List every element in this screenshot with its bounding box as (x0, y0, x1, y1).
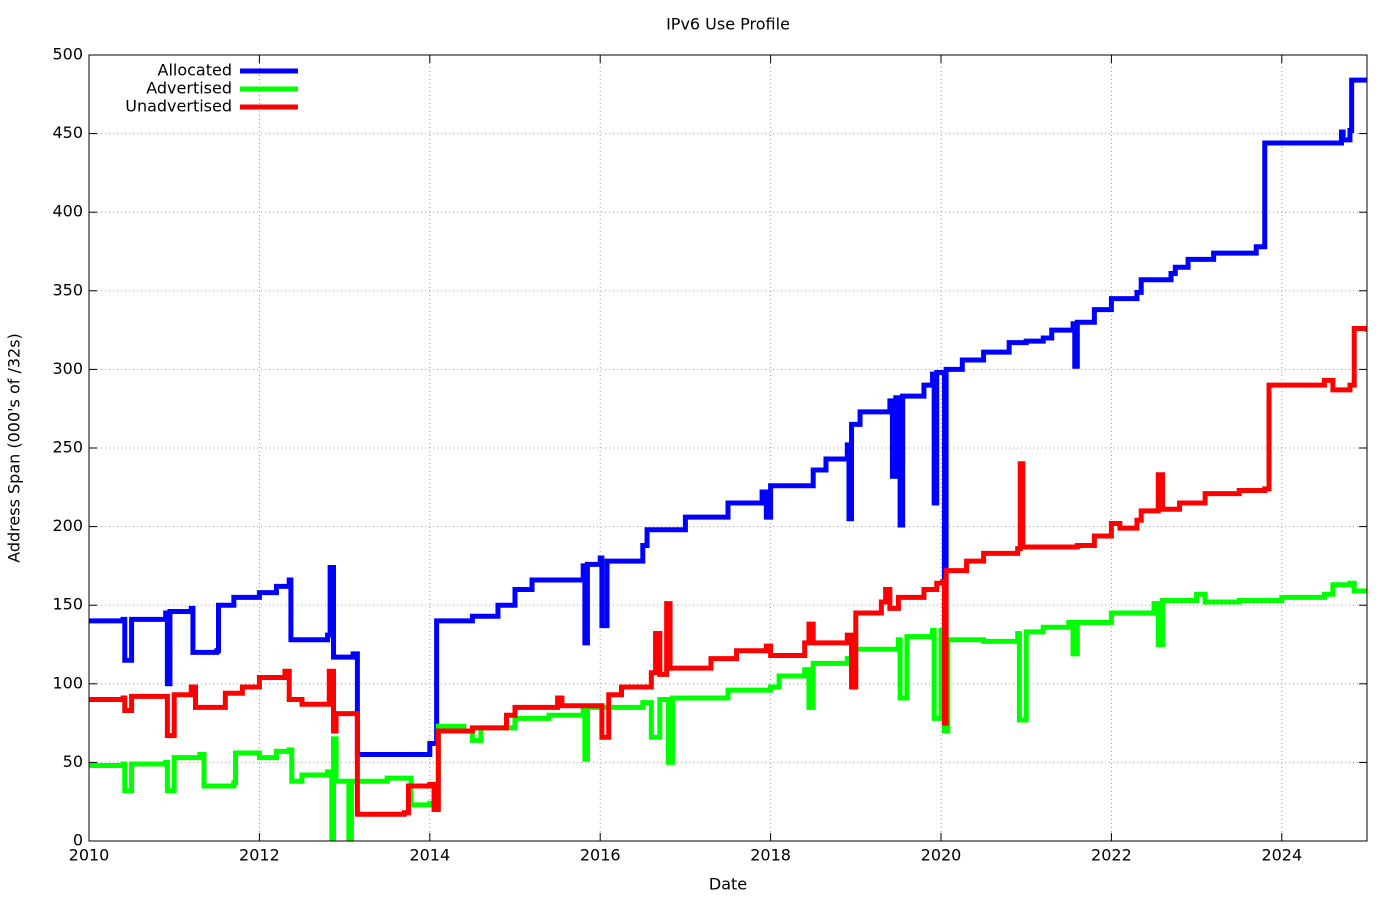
x-tick-label: 2022 (1091, 846, 1132, 865)
series-line (89, 326, 1367, 817)
y-tick-label: 500 (52, 45, 83, 64)
series-line (89, 77, 1367, 758)
series-line (89, 580, 1367, 841)
x-axis-label: Date (709, 875, 747, 894)
y-tick-label: 300 (52, 359, 83, 378)
y-tick-label: 200 (52, 516, 83, 535)
y-tick-label: 350 (52, 280, 83, 299)
plot-border (88, 54, 1368, 842)
x-tick-label: 2018 (750, 846, 791, 865)
y-tick-label: 450 (52, 123, 83, 142)
legend-label: Unadvertised (125, 97, 232, 116)
legend-label: Advertised (146, 79, 232, 98)
chart-title: IPv6 Use Profile (666, 15, 790, 34)
x-tick-label: 2012 (239, 846, 280, 865)
x-tick-label: 2014 (409, 846, 450, 865)
y-tick-label: 50 (63, 752, 83, 771)
y-tick-label: 150 (52, 595, 83, 614)
y-tick-label: 0 (73, 831, 83, 850)
grid: 0 50 100 150 200 250 300 350 400 450 500 2010 2012 20… (52, 45, 1367, 865)
y-axis-label: Address Span (000's of /32s) (5, 333, 24, 563)
y-tick-label: 250 (52, 438, 83, 457)
x-tick-label: 2016 (580, 846, 621, 865)
plot-area (89, 77, 1367, 841)
legend-label: Allocated (158, 61, 233, 80)
x-tick-label: 2020 (921, 846, 962, 865)
y-tick-label: 100 (52, 673, 83, 692)
x-tick-label: 2024 (1261, 846, 1302, 865)
x-tick-label: 2010 (69, 846, 110, 865)
y-tick-label: 400 (52, 202, 83, 221)
